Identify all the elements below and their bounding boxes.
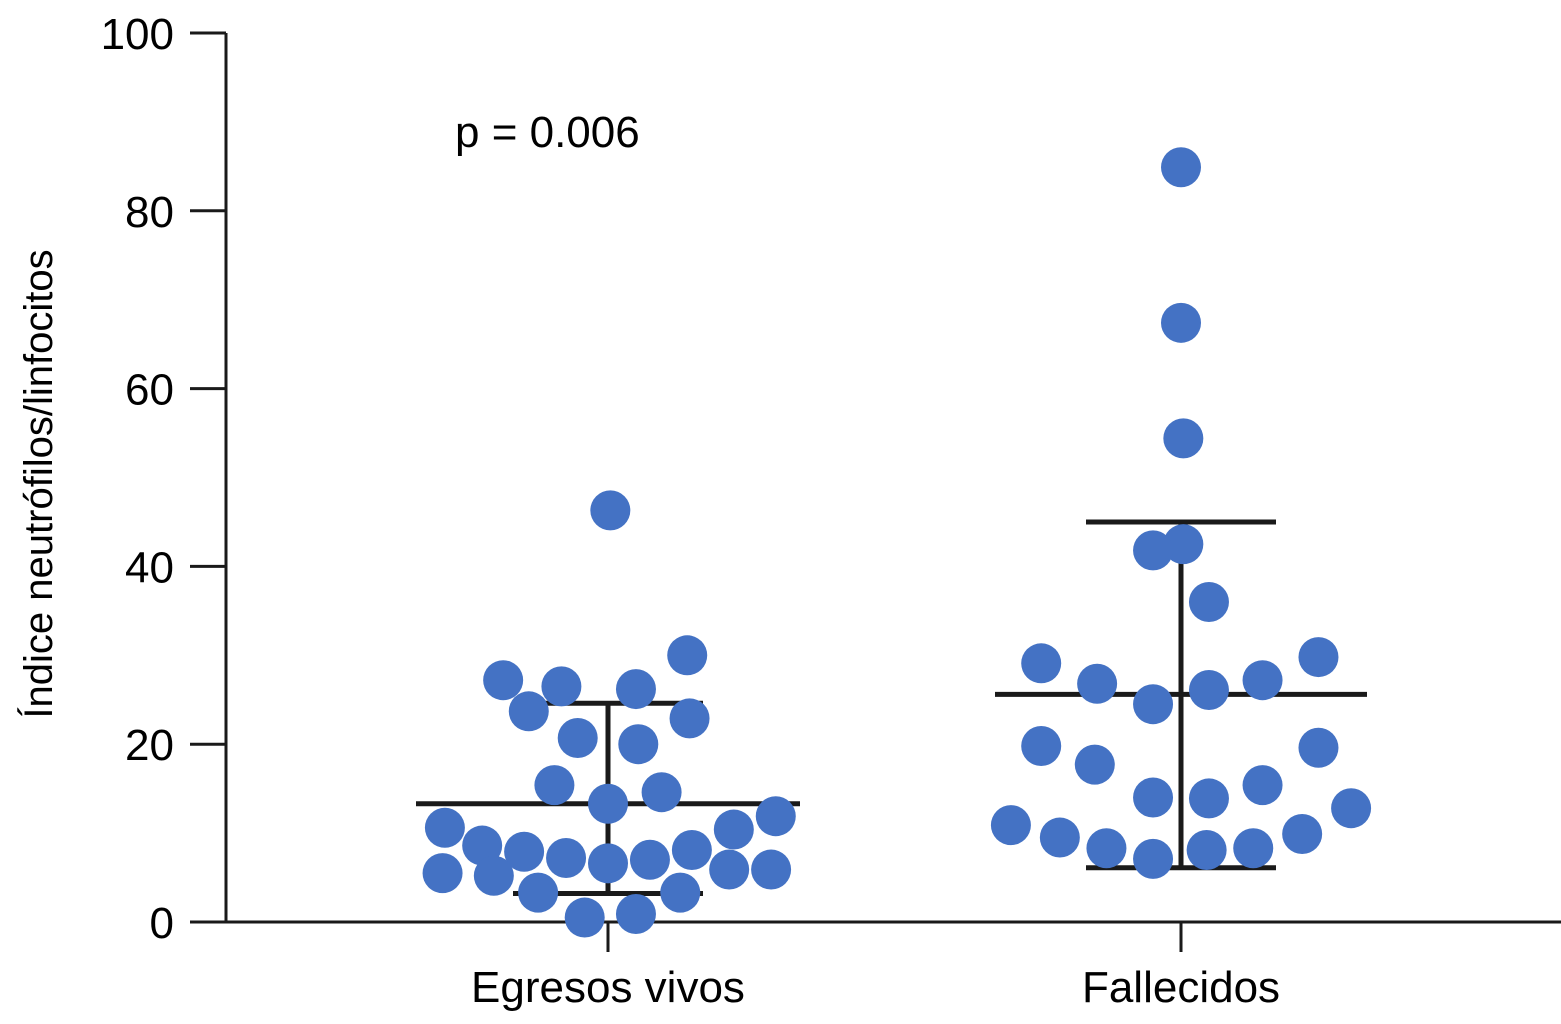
data-point-egresos-vivos-23 <box>751 849 792 890</box>
y-axis-title: Índice neutrófilos/linfocitos <box>16 249 61 718</box>
data-point-fallecidos-9 <box>1077 663 1118 704</box>
data-point-egresos-vivos-20 <box>629 839 670 880</box>
data-point-egresos-vivos-10 <box>534 765 575 806</box>
data-point-egresos-vivos-28 <box>564 897 605 938</box>
p-value-annotation: p = 0.006 <box>455 108 640 157</box>
data-point-egresos-vivos-11 <box>641 772 682 813</box>
data-point-egresos-vivos-5 <box>615 669 656 710</box>
data-point-fallecidos-3 <box>1163 418 1204 459</box>
data-point-fallecidos-12 <box>1133 684 1174 725</box>
data-point-egresos-vivos-29 <box>615 893 656 934</box>
y-tick-label-100: 100 <box>101 10 174 59</box>
data-point-fallecidos-4 <box>1163 524 1204 565</box>
y-tick-label-20: 20 <box>125 721 174 770</box>
data-point-egresos-vivos-26 <box>518 872 559 913</box>
data-point-fallecidos-14 <box>1298 727 1339 768</box>
data-point-egresos-vivos-24 <box>422 853 463 894</box>
data-point-fallecidos-24 <box>1233 828 1274 869</box>
axes <box>224 33 1561 924</box>
data-points <box>422 147 1372 938</box>
y-tick-label-80: 80 <box>125 188 174 237</box>
data-point-fallecidos-25 <box>1186 829 1227 870</box>
data-point-fallecidos-2 <box>1161 302 1201 343</box>
data-point-fallecidos-21 <box>1039 817 1080 858</box>
data-point-fallecidos-13 <box>1021 725 1062 766</box>
data-point-egresos-vivos-21 <box>588 843 628 884</box>
data-point-fallecidos-20 <box>990 805 1031 846</box>
data-point-egresos-vivos-1 <box>590 490 631 531</box>
data-point-egresos-vivos-13 <box>755 796 796 837</box>
data-point-egresos-vivos-8 <box>557 717 598 758</box>
data-point-fallecidos-7 <box>1298 637 1339 678</box>
data-point-egresos-vivos-17 <box>504 831 545 872</box>
data-point-egresos-vivos-7 <box>669 698 710 739</box>
data-point-egresos-vivos-15 <box>713 809 754 850</box>
data-point-fallecidos-16 <box>1242 765 1283 806</box>
data-point-egresos-vivos-27 <box>660 872 701 913</box>
data-point-egresos-vivos-3 <box>483 660 524 701</box>
data-point-egresos-vivos-4 <box>541 666 582 707</box>
error-bars <box>416 519 1367 897</box>
data-point-egresos-vivos-9 <box>618 724 659 765</box>
data-point-egresos-vivos-12 <box>588 783 628 824</box>
data-point-fallecidos-6 <box>1188 581 1229 622</box>
data-point-fallecidos-10 <box>1242 660 1283 701</box>
y-ticks: 0 20 40 60 80 100 <box>101 10 226 948</box>
data-point-fallecidos-19 <box>1331 788 1372 829</box>
x-ticks: Egresos vivos Fallecidos <box>471 922 1280 1012</box>
data-point-egresos-vivos-6 <box>508 691 549 732</box>
data-point-egresos-vivos-2 <box>667 635 708 676</box>
data-point-fallecidos-1 <box>1161 147 1201 188</box>
data-point-fallecidos-15 <box>1074 744 1115 785</box>
data-point-egresos-vivos-16 <box>462 825 503 866</box>
data-point-egresos-vivos-25 <box>473 855 514 896</box>
x-category-label-egresos-vivos: Egresos vivos <box>471 963 745 1012</box>
data-point-fallecidos-8 <box>1021 643 1062 684</box>
y-tick-label-60: 60 <box>125 366 174 415</box>
data-point-fallecidos-18 <box>1188 778 1229 819</box>
data-point-egresos-vivos-18 <box>671 829 712 870</box>
data-point-egresos-vivos-14 <box>424 807 465 848</box>
data-point-fallecidos-23 <box>1086 828 1127 869</box>
data-point-egresos-vivos-22 <box>709 849 750 890</box>
x-category-label-fallecidos: Fallecidos <box>1082 963 1280 1012</box>
data-point-egresos-vivos-19 <box>546 837 587 878</box>
data-point-fallecidos-11 <box>1188 669 1229 710</box>
data-point-fallecidos-17 <box>1133 777 1174 818</box>
data-point-fallecidos-5 <box>1133 530 1174 571</box>
y-tick-label-0: 0 <box>150 899 174 948</box>
y-tick-label-40: 40 <box>125 543 174 592</box>
data-point-fallecidos-26 <box>1133 838 1174 879</box>
data-point-fallecidos-22 <box>1282 813 1323 854</box>
